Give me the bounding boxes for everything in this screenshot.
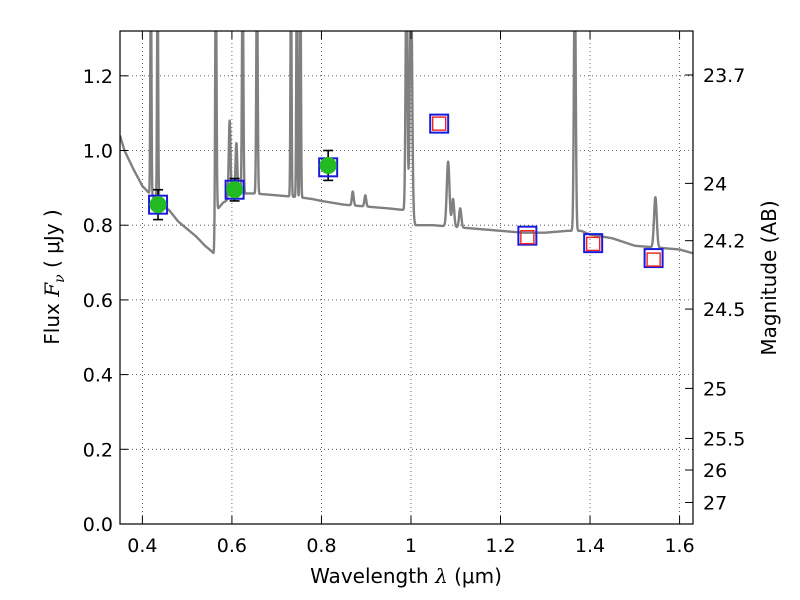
- infrared-point: [585, 236, 601, 252]
- x-tick-label: 1.2: [485, 535, 515, 557]
- x-tick-label: 1.6: [664, 535, 694, 557]
- infrared-point: [646, 252, 661, 267]
- y-axis: 0.0 0.2 0.4 0.6 0.8 1.0 1.2: [83, 66, 128, 536]
- y2-axis-title: Magnitude (AB): [757, 200, 781, 355]
- y2-axis: 23.7 24 24.2 24.5 25 25.5 26 27: [685, 65, 745, 515]
- x-tick-label: 0.8: [306, 535, 336, 557]
- model-photometry-square: [148, 194, 169, 215]
- model-photometry-square: [224, 179, 245, 200]
- y-tick-label: 1.0: [83, 141, 113, 163]
- x-axis: 0.4 0.6 0.8 1 1.2 1.4 1.6: [127, 31, 695, 557]
- x-tick-label: 0.4: [127, 535, 157, 557]
- y-tick-label: 0.8: [83, 215, 113, 237]
- y-axis-title: Flux Fν ( μJy ): [40, 209, 68, 344]
- y-tick-label: 0.4: [83, 365, 113, 387]
- model-photometry-square: [429, 113, 450, 134]
- observed-point: [226, 181, 244, 199]
- y-tick-label: 0.2: [83, 439, 113, 461]
- y2-tick-label: 27: [703, 493, 727, 515]
- infrared-point: [520, 229, 535, 245]
- y2-tick-label: 24: [703, 173, 727, 195]
- y2-tick-label: 23.7: [703, 65, 745, 87]
- y2-tick-label: 25: [703, 378, 727, 400]
- model-photometry-square: [643, 248, 664, 269]
- infrared-point: [431, 116, 447, 131]
- x-tick-label: 0.6: [217, 535, 247, 557]
- observed-point: [319, 156, 337, 174]
- model-photometry-square: [517, 225, 538, 246]
- observed-point: [149, 196, 167, 214]
- y2-tick-label: 25.5: [703, 428, 745, 450]
- y2-tick-label: 26: [703, 460, 727, 482]
- x-axis-title: Wavelength λ (μm): [310, 564, 502, 588]
- model-photometry-square: [583, 233, 604, 254]
- plot-frame: [119, 30, 694, 525]
- y2-tick-label: 24.2: [703, 231, 745, 253]
- y-tick-label: 1.2: [83, 66, 113, 88]
- x-tick-label: 1.4: [575, 535, 605, 557]
- plot-area: [120, 31, 693, 269]
- y2-tick-label: 24.5: [703, 299, 745, 321]
- model-spectrum-line: [120, 31, 693, 255]
- y-tick-label: 0.0: [83, 514, 113, 536]
- x-tick-label: 1: [405, 535, 417, 557]
- y-tick-label: 0.6: [83, 290, 113, 312]
